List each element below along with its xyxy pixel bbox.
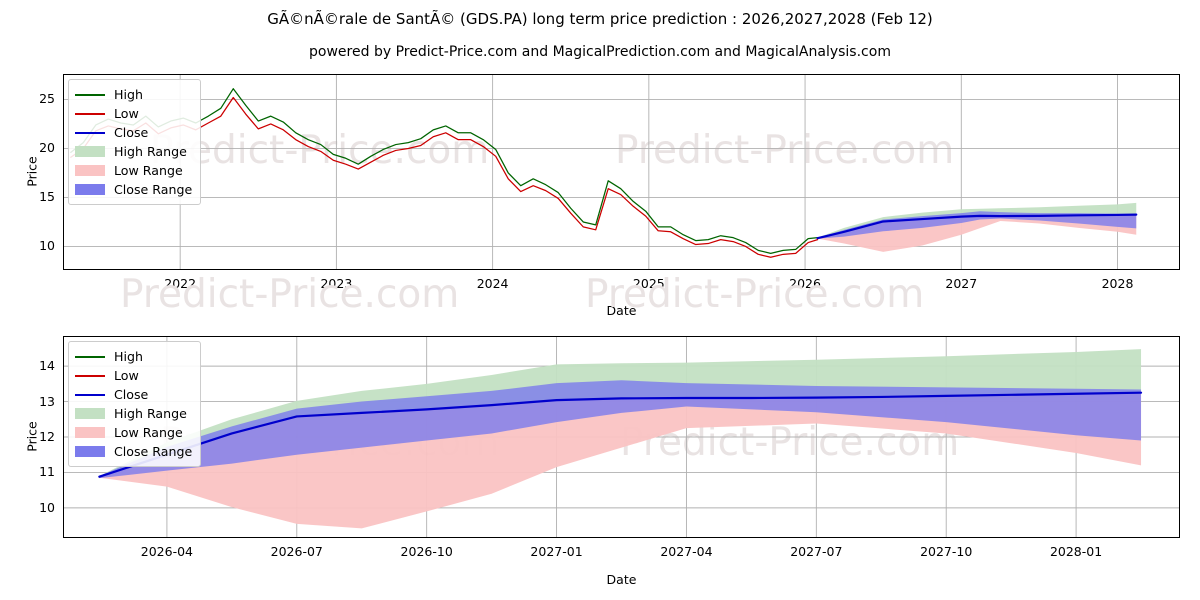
overview-x-tick: 2025 [632,276,665,291]
overview-legend-item-high: High [75,85,192,104]
detail-legend-item-close: Close [75,385,192,404]
detail-legend-item-low-range: Low Range [75,423,192,442]
overview-y-tick: 10 [39,238,55,254]
overview-x-axis-label: Date [606,303,637,318]
overview-x-tick: 2026 [789,276,821,291]
detail-y-tick: 13 [39,393,55,409]
overview-legend-label: Low Range [114,163,183,178]
overview-legend-label: Close [114,125,149,140]
detail-legend-swatch-icon [75,389,105,401]
overview-legend-swatch-icon [75,146,105,157]
overview-legend-item-low: Low [75,104,192,123]
detail-legend-swatch-icon [75,427,105,438]
detail-legend-label: Low Range [114,425,183,440]
detail-x-tick: 2027-07 [790,544,843,559]
detail-legend-item-low: Low [75,366,192,385]
overview-legend-item-high-range: High Range [75,142,192,161]
page-title: GÃ©nÃ©rale de SantÃ© (GDS.PA) long term … [267,10,933,28]
overview-legend-label: Close Range [114,182,193,197]
overview-x-tick: 2023 [320,276,353,291]
detail-legend-label: Close [114,387,149,402]
overview-x-tick: 2024 [476,276,509,291]
detail-legend-swatch-icon [75,446,105,457]
detail-legend-item-high-range: High Range [75,404,192,423]
detail-y-tick: 14 [39,358,55,374]
detail-x-tick: 2028-01 [1049,544,1103,559]
overview-y-tick: 25 [39,91,55,107]
detail-legend-swatch-icon [75,351,105,363]
detail-y-tick: 11 [39,464,55,480]
detail-y-tick: 12 [39,429,55,444]
detail-x-tick: 2027-01 [530,544,583,559]
overview-legend-swatch-icon [75,127,105,139]
overview-legend-swatch-icon [75,108,105,120]
detail-x-tick: 2026-10 [400,544,453,559]
detail-legend-label: High Range [114,406,187,421]
overview-legend: High Low Close High Range Low Range Close Ran… [68,79,202,205]
overview-legend-swatch-icon [75,165,105,176]
detail-chart-panel [63,336,1180,538]
overview-legend-swatch-icon [75,89,105,101]
overview-legend-item-close-range: Close Range [75,180,192,199]
detail-plot-svg [63,336,1180,538]
overview-chart-panel [63,74,1180,270]
detail-x-tick: 2027-04 [660,544,713,559]
detail-legend-label: Close Range [114,444,193,459]
detail-legend-swatch-icon [75,408,105,419]
page-subtitle: powered by Predict-Price.com and Magical… [309,44,891,60]
overview-plot-frame [63,74,1180,270]
detail-y-tick: 10 [39,499,55,515]
detail-legend: High Low Close High Range Low Range Close Ran… [68,341,202,467]
overview-legend-item-close: Close [75,123,192,142]
detail-legend-label: Low [114,368,139,383]
overview-y-tick: 15 [39,189,55,205]
detail-legend-item-close-range: Close Range [75,442,192,461]
detail-x-tick: 2027-10 [920,544,973,559]
detail-legend-label: High [114,349,143,364]
overview-legend-label: Low [114,106,139,121]
overview-legend-label: High Range [114,144,187,159]
detail-x-axis-label: Date [606,572,637,587]
detail-x-tick: 2026-07 [270,544,323,559]
detail-x-tick: 2026-04 [140,544,194,559]
overview-x-tick: 2027 [945,276,978,291]
detail-legend-swatch-icon [75,370,105,382]
overview-x-tick: 2022 [164,276,197,291]
overview-legend-swatch-icon [75,184,105,195]
overview-x-tick: 2028 [1101,276,1134,291]
overview-y-tick: 20 [39,140,55,156]
detail-legend-item-high: High [75,347,192,366]
overview-legend-item-low-range: Low Range [75,161,192,180]
detail-plot-frame [63,336,1180,538]
overview-legend-label: High [114,87,143,102]
